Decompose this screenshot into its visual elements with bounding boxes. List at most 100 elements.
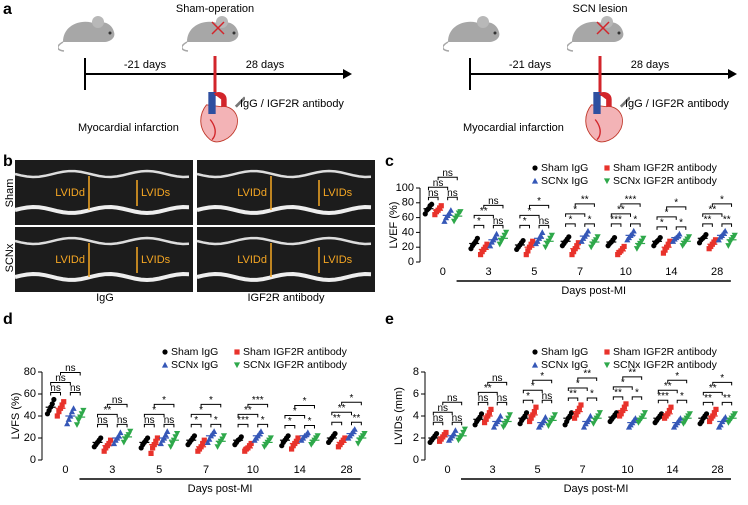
data-point [686,411,693,417]
significance-label: * [293,406,297,417]
data-point [127,428,134,435]
significance-bracket [106,403,128,408]
data-point [174,431,181,437]
x-tick-label: 0 [62,464,68,476]
significance-label: * [660,218,664,229]
data-point [447,207,454,213]
significance-label: *** [610,215,622,226]
echo-wall [14,272,190,283]
mouse-icon [443,15,501,52]
data-point [487,242,494,249]
x-tick-label: 5 [531,266,537,278]
legend-marker [234,349,240,355]
significance-bracket [676,399,688,404]
data-point [531,409,537,415]
y-axis-label: LVIDs (mm) [393,387,405,445]
significance-bracket [532,379,553,384]
data-point [534,238,541,244]
data-point [478,411,485,417]
data-point [80,407,87,414]
data-point [640,235,647,242]
legend-label: SCNx IGF2R antibody [613,359,718,371]
significance-bracket [565,213,586,217]
significance-label: ns [117,415,128,426]
data-point [54,413,60,419]
significance-label: ns [97,415,108,426]
significance-label: ** [704,215,712,226]
significance-label: * [288,416,292,427]
data-point [73,422,81,428]
heart-icon [199,92,245,144]
significance-label: * [590,389,594,400]
time-label: 28 days [631,59,670,71]
significance-label: ns [447,393,458,404]
panel-label: a [3,1,12,18]
data-point [580,423,588,430]
significance-label: * [209,395,213,406]
significance-bracket [143,423,155,428]
significance-bracket [341,401,362,406]
legend-marker [603,178,611,185]
data-point [503,229,510,236]
data-point [267,435,274,442]
significance-bracket [473,214,494,219]
x-axis-label: Days post-MI [188,483,253,495]
significance-bracket [116,423,128,428]
significance-label: ** [614,388,622,399]
data-point [68,408,76,415]
data-point [457,209,464,215]
legend-label: SCNx IGF2R antibody [613,175,718,187]
procedure-label: Sham-operation [176,3,254,15]
data-point [148,450,154,456]
significance-label: * [576,379,580,390]
significance-bracket [657,389,678,394]
legend-marker [531,361,539,368]
panel-label: e [385,311,394,328]
data-point [238,434,244,440]
significance-bracket [304,425,315,429]
data-point [220,433,228,439]
x-tick-label: 0 [444,464,450,476]
y-tick-label: 8 [413,366,419,378]
significance-bracket [451,421,463,426]
significance-bracket [442,401,463,406]
data-point [540,417,547,423]
data-point [703,232,709,238]
significance-bracket [702,401,714,406]
data-point [537,232,544,238]
data-point [285,433,291,439]
significance-bracket [522,399,534,404]
significance-bracket [477,391,498,396]
row-label: Sham [4,179,16,208]
event-label: Myocardial infarction [463,122,564,134]
significance-label: * [303,396,307,407]
significance-bracket [97,423,108,428]
data-point [117,429,124,436]
treatment-label: IgG / IGF2R antibody [240,98,344,110]
panel-label: b [3,153,13,170]
data-point [713,406,719,412]
y-tick-label: 40 [402,226,414,238]
data-point [98,435,104,441]
significance-bracket [496,401,508,406]
significance-label: * [528,206,532,217]
significance-label: ** [480,206,488,217]
significance-label: ns [492,373,503,384]
data-point [65,416,72,422]
significance-label: * [308,416,312,427]
significance-bracket [350,421,362,426]
significance-label: * [674,198,678,209]
significance-bracket [574,203,595,207]
data-point [491,233,499,240]
significance-label: ns [447,188,458,199]
significance-label: ** [353,413,361,424]
data-point [542,414,549,420]
significance-label: ns [144,415,155,426]
data-point [70,405,77,411]
data-point [717,421,724,428]
y-tick-label: 60 [402,212,414,224]
data-point [676,230,683,237]
y-axis-label: LVEF (%) [388,202,400,249]
legend-label: SCNx IGF2R antibody [243,359,348,371]
significance-label: * [214,415,218,426]
